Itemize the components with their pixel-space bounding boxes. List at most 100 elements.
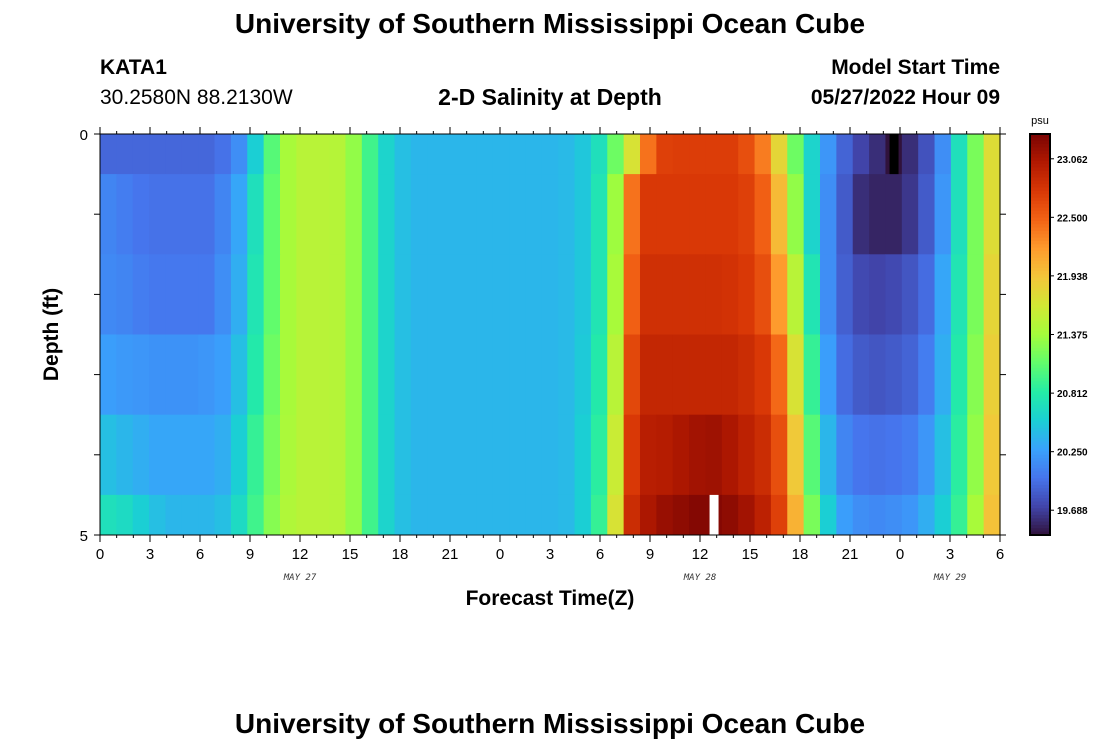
heatmap-cell — [476, 254, 494, 335]
colorbar-segment — [1030, 174, 1050, 179]
x-tick-label: 9 — [246, 546, 254, 563]
heatmap-cell — [607, 414, 625, 496]
heatmap-cell — [640, 174, 657, 255]
heatmap-cell — [689, 174, 707, 255]
heatmap-cell — [803, 134, 821, 175]
chart-labels: 0 3 6 9 12 15 18 21 0 3 6 9 12 15 18 21 0 3 6 MAY 27 MAY 28 M… — [40, 127, 1004, 610]
heatmap-cell — [672, 134, 690, 175]
heatmap-cell — [836, 414, 854, 496]
heatmap-cell — [443, 254, 461, 335]
heatmap-cell — [312, 414, 330, 496]
heatmap-cell — [132, 334, 150, 416]
colorbar-segment — [1030, 411, 1050, 416]
heatmap-cell — [623, 254, 641, 335]
heatmap-cell — [378, 414, 396, 496]
colorbar-segment — [1030, 331, 1050, 336]
heatmap-cell — [803, 254, 821, 335]
heatmap-cell — [214, 174, 232, 255]
heatmap-cell — [116, 414, 134, 496]
heatmap-cell — [869, 334, 887, 416]
heatmap-cell — [181, 174, 199, 255]
heatmap-cell — [198, 254, 216, 335]
heatmap-cell — [640, 134, 657, 175]
x-tick-label: 3 — [146, 546, 154, 563]
heatmap-cell — [623, 414, 641, 496]
heatmap-cell — [476, 134, 494, 175]
heatmap-cell — [132, 174, 150, 255]
heatmap-cell — [361, 254, 379, 335]
heatmap-cell — [116, 174, 134, 255]
heatmap-cell — [165, 254, 183, 335]
heatmap-cell — [721, 134, 739, 175]
heatmap-cell — [820, 414, 837, 496]
colorbar-segment — [1030, 190, 1050, 195]
colorbar-segment — [1030, 311, 1050, 316]
heatmap-cell — [525, 174, 543, 255]
heatmap-cell — [181, 254, 199, 335]
heatmap-cell — [607, 334, 625, 416]
heatmap-cell — [672, 334, 690, 416]
heatmap-cell — [885, 414, 903, 496]
heatmap-cell — [378, 174, 396, 255]
colorbar-segment — [1030, 344, 1050, 349]
heatmap-cell — [574, 334, 592, 416]
heatmap-cell — [296, 414, 314, 496]
colorbar-segment — [1030, 468, 1050, 473]
heatmap-cell — [558, 494, 576, 536]
heatmap-cell — [460, 134, 477, 175]
heatmap-cell — [492, 254, 510, 335]
heatmap-cell — [852, 414, 870, 496]
heatmap-cell — [754, 174, 772, 255]
heatmap-cell — [509, 174, 527, 255]
x-tick-label: 12 — [292, 546, 309, 563]
heatmap-cell — [460, 334, 477, 416]
heatmap-cell — [214, 254, 232, 335]
colorbar-segment — [1030, 531, 1050, 536]
heatmap-cell — [590, 414, 608, 496]
heatmap-cell — [165, 134, 183, 175]
heatmap-cell — [541, 134, 559, 175]
heatmap-cell — [574, 414, 592, 496]
colorbar-segment — [1030, 484, 1050, 489]
colorbar-segment — [1030, 494, 1050, 499]
heatmap-cell — [689, 414, 707, 496]
colorbar-segment — [1030, 394, 1050, 399]
heatmap-cell — [361, 414, 379, 496]
heatmap-cell — [509, 494, 527, 536]
x-tick-label: 6 — [596, 546, 604, 563]
heatmap-cell — [787, 174, 805, 255]
heatmap-cell — [640, 334, 657, 416]
heatmap-cell — [263, 334, 281, 416]
heatmap-cell — [901, 334, 919, 416]
colorbar-segment — [1030, 260, 1050, 265]
heatmap-cell — [132, 414, 150, 496]
heatmap-cell — [280, 174, 297, 255]
heatmap-cell — [329, 414, 347, 496]
heatmap-cell — [296, 174, 314, 255]
missing-data-cell — [709, 494, 719, 535]
colorbar-segment — [1030, 361, 1050, 366]
heatmap-cell — [721, 494, 739, 536]
heatmap-cell — [836, 254, 854, 335]
colorbar-segment — [1030, 257, 1050, 262]
heatmap-cell — [198, 494, 216, 536]
y-tick-label: 5 — [80, 528, 88, 545]
heatmap-cell — [492, 174, 510, 255]
heatmap-cell — [100, 254, 117, 335]
heatmap-cell — [394, 174, 412, 255]
heatmap-cell — [901, 254, 919, 335]
colorbar-segment — [1030, 498, 1050, 503]
colorbar-segment — [1030, 164, 1050, 169]
heatmap-cell — [280, 254, 297, 335]
colorbar-segment — [1030, 524, 1050, 529]
colorbar-segment — [1030, 461, 1050, 466]
colorbar-segment — [1030, 511, 1050, 516]
colorbar-segment — [1030, 458, 1050, 463]
x-tick-label: 21 — [442, 546, 459, 563]
date-label: MAY 28 — [683, 573, 717, 583]
heatmap-cell — [460, 414, 477, 496]
heatmap-cell — [885, 494, 903, 536]
heatmap-cell — [263, 254, 281, 335]
colorbar-segment — [1030, 514, 1050, 519]
heatmap-cell — [541, 494, 559, 536]
